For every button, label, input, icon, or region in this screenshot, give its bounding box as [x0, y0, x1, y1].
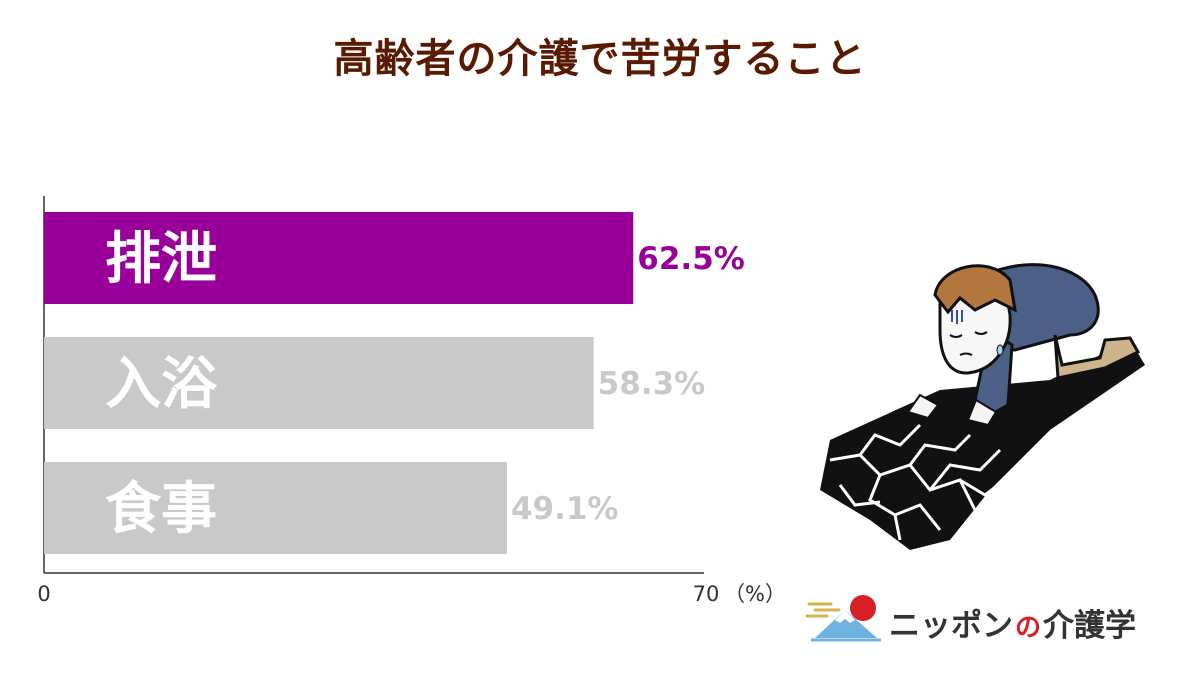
bar-1 — [44, 337, 594, 429]
x-axis-unit: （%） — [724, 582, 780, 606]
person-hand — [966, 398, 998, 427]
person-hand — [906, 393, 940, 420]
logo-prefix: ニッポン — [889, 608, 1013, 644]
mount-fuji-sun-icon — [805, 595, 881, 642]
bar-value-label: 49.1% — [511, 491, 619, 527]
bar-chart: 排泄 62.5% 入浴 58.3% 食事 49.1% 0 70 （%） — [37, 196, 780, 606]
bar-category-label: 食事 — [105, 477, 217, 542]
x-tick-label: 70 — [693, 582, 720, 606]
site-logo: ニッポンの介護学 — [805, 592, 1175, 652]
logo-text: ニッポンの介護学 — [889, 600, 1136, 645]
x-tick-label: 0 — [37, 582, 50, 606]
exhausted-person-illustration — [820, 263, 1145, 550]
person-legs — [1053, 334, 1141, 380]
cracked-ground — [820, 340, 1145, 550]
person-head — [933, 264, 1017, 375]
logo-connector: の — [1015, 613, 1042, 643]
logo-suffix: 介護学 — [1043, 608, 1137, 644]
bar-0 — [44, 212, 634, 304]
chart-title: 高齢者の介護で苦労すること — [333, 36, 867, 82]
bar-category-label: 入浴 — [105, 352, 218, 417]
bar-value-label: 62.5% — [637, 241, 745, 277]
bar-category-label: 排泄 — [105, 227, 217, 292]
bar-2 — [44, 462, 507, 554]
bar-value-label: 58.3% — [598, 366, 706, 402]
